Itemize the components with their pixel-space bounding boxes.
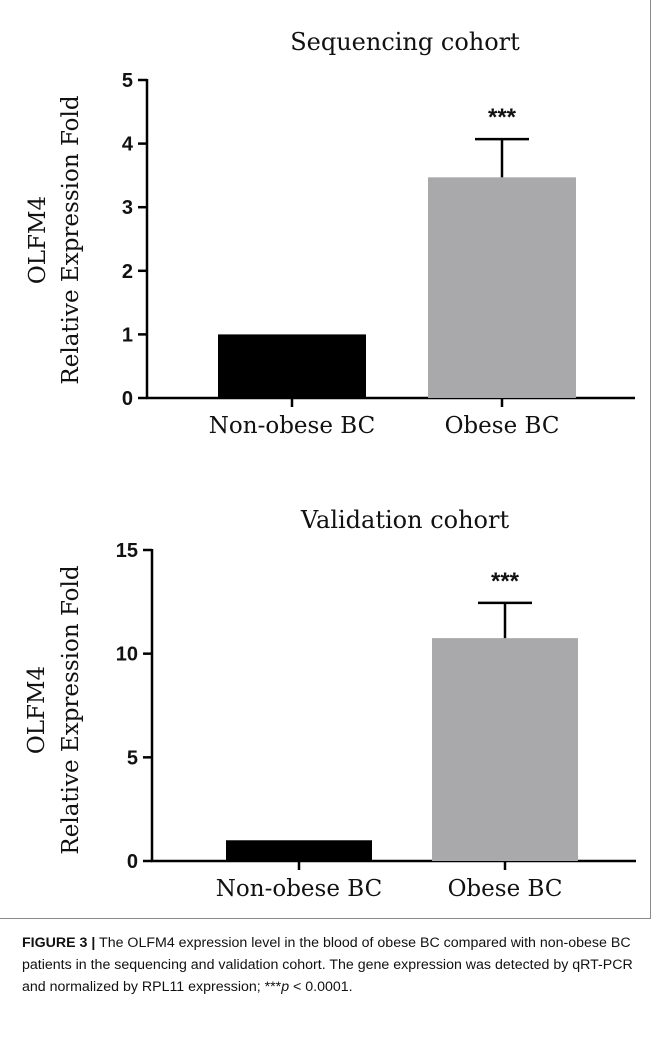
y-tick-label: 5	[127, 747, 138, 769]
y-axis-label-line: OLFM4	[24, 666, 50, 754]
bar-non-obese	[226, 840, 372, 861]
y-tick-label: 1	[122, 324, 133, 346]
bar-obese	[428, 177, 576, 398]
y-axis-label-line: Relative Expression Fold	[58, 95, 84, 384]
y-tick-label: 0	[122, 388, 133, 410]
y-tick-label: 5	[122, 70, 133, 92]
x-category-label: Non-obese BC	[209, 413, 375, 439]
y-tick-label: 4	[122, 134, 134, 156]
caption-label: FIGURE 3 |	[22, 935, 96, 951]
bar-obese	[432, 638, 578, 861]
caption-pvalue-var: p	[281, 979, 290, 995]
y-tick-label: 0	[127, 851, 138, 873]
y-axis-label-line: OLFM4	[25, 196, 51, 284]
validation-cohort-chart: Validation cohort OLFM4 Relative Expressio…	[24, 506, 636, 902]
x-category-label: Obese BC	[448, 876, 563, 902]
y-tick-label: 2	[122, 261, 133, 283]
caption-text: The OLFM4 expression level in the blood …	[22, 935, 633, 995]
chart-title: Sequencing cohort	[290, 28, 520, 56]
caption-pvalue-rest: < 0.0001.	[289, 979, 353, 995]
significance-stars: ***	[488, 104, 517, 131]
x-category-label: Obese BC	[445, 413, 560, 439]
significance-stars: ***	[491, 568, 520, 595]
y-tick-label: 15	[116, 540, 138, 562]
figure-frame	[0, 0, 651, 919]
y-tick-label: 3	[122, 197, 133, 219]
figure-caption: FIGURE 3 | The OLFM4 expression level in…	[22, 932, 642, 998]
caption-pvalue-stars: ***	[264, 979, 282, 995]
y-axis-label-line: Relative Expression Fold	[58, 565, 84, 854]
bar-non-obese	[218, 334, 366, 398]
y-tick-label: 10	[116, 644, 138, 666]
sequencing-cohort-chart: Sequencing cohort OLFM4 Relative Expressio…	[25, 28, 635, 439]
chart-title: Validation cohort	[300, 506, 510, 534]
x-category-label: Non-obese BC	[216, 876, 382, 902]
